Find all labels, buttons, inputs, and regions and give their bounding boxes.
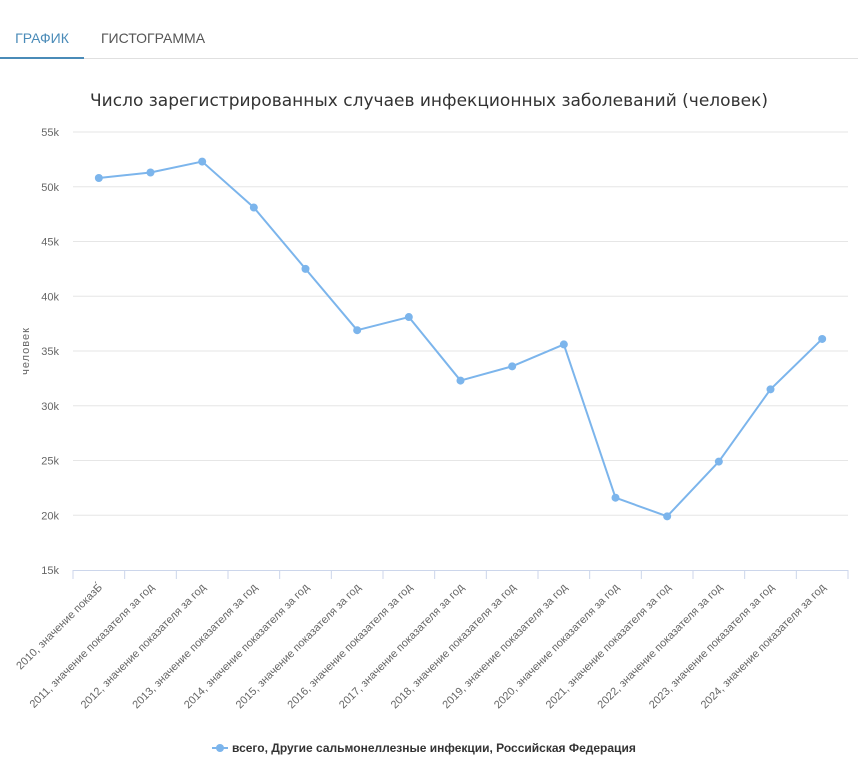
y-axis-label: человек	[20, 327, 32, 375]
chart-title: Число зарегистрированных случаев инфекци…	[90, 91, 768, 111]
x-tick-label: 2010, значение показБ́	[14, 581, 105, 672]
tab-chart[interactable]: ГРАФИК	[15, 30, 69, 46]
data-point[interactable]	[353, 326, 362, 335]
y-tick-label: 50k	[41, 182, 59, 194]
y-tick-label: 40k	[41, 291, 59, 303]
legend-marker-symbol	[216, 744, 224, 752]
y-tick-label: 25k	[41, 456, 59, 468]
data-point[interactable]	[818, 334, 827, 343]
data-point[interactable]	[404, 313, 413, 322]
y-tick-label: 30k	[41, 401, 59, 413]
legend[interactable]: всего, Другие сальмонеллезные инфекции, …	[212, 741, 636, 755]
data-point[interactable]	[559, 340, 568, 349]
series-line	[98, 160, 823, 518]
x-axis	[72, 570, 849, 579]
legend-label[interactable]: всего, Другие сальмонеллезные инфекции, …	[232, 741, 636, 755]
y-tick-label: 45k	[41, 237, 59, 249]
y-tick-label: 20k	[41, 510, 59, 522]
data-point[interactable]	[714, 457, 723, 466]
y-axis-ticks: 15k 20k 25k 30k 35k 40k 45k 50k 55k	[41, 127, 59, 577]
tab-histogram[interactable]: ГИСТОГРАММА	[100, 30, 206, 46]
data-point[interactable]	[249, 203, 258, 212]
grid-lines	[73, 131, 848, 516]
y-tick-label: 15k	[41, 565, 59, 577]
y-tick-label: 35k	[41, 346, 59, 358]
data-point[interactable]	[611, 493, 620, 502]
data-point[interactable]	[766, 385, 775, 394]
data-point[interactable]	[301, 264, 310, 273]
series-group	[94, 157, 827, 521]
data-point[interactable]	[456, 376, 465, 385]
chart-tabs: ГРАФИК ГИСТОГРАММА	[0, 0, 858, 59]
y-tick-label: 55k	[41, 127, 59, 139]
line-chart: Число зарегистрированных случаев инфекци…	[14, 91, 849, 755]
data-point[interactable]	[663, 512, 672, 521]
data-point[interactable]	[198, 157, 207, 166]
data-point[interactable]	[94, 173, 103, 182]
data-point[interactable]	[146, 168, 155, 177]
x-axis-ticks: 2010, значение показБ́2011, значение пок…	[14, 581, 829, 711]
data-point[interactable]	[508, 362, 517, 371]
active-tab-indicator	[0, 57, 84, 59]
